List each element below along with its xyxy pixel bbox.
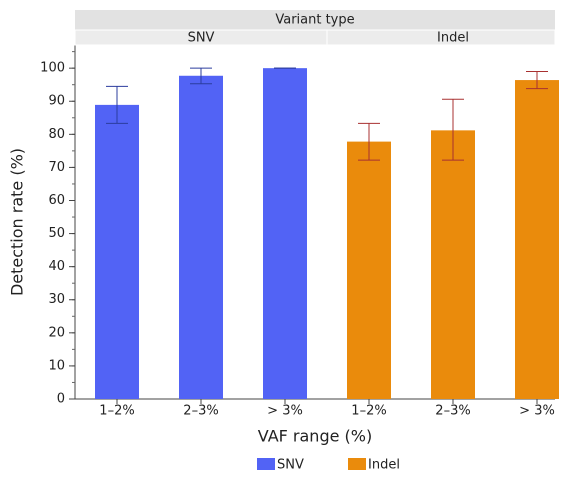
y-tick-label: 90 — [48, 94, 65, 109]
y-tick-label: 50 — [48, 226, 65, 241]
group-label: SNV — [188, 31, 215, 46]
y-axis-title: Detection rate (%) — [8, 148, 27, 296]
bar — [347, 141, 391, 400]
legend-swatch — [348, 458, 366, 470]
y-tick-label: 100 — [40, 61, 65, 76]
x-tick-label: 1–2% — [99, 404, 134, 419]
x-tick-label: > 3% — [267, 404, 303, 419]
y-tick-label: 20 — [48, 325, 65, 340]
x-tick-label: 2–3% — [183, 404, 218, 419]
x-tick-label: 1–2% — [351, 404, 386, 419]
strip-header — [75, 10, 555, 30]
x-tick-label: 2–3% — [435, 404, 470, 419]
bar — [431, 130, 475, 400]
bar — [515, 80, 559, 400]
y-tick-label: 70 — [48, 160, 65, 175]
y-tick-label: 0 — [57, 392, 65, 407]
strip-title: Variant type — [275, 13, 354, 28]
strip-group — [326, 29, 556, 46]
group-label: Indel — [437, 31, 469, 46]
bar — [263, 68, 307, 400]
y-tick-label: 80 — [48, 127, 65, 142]
legend-label: Indel — [368, 458, 400, 473]
x-axis-title: VAF range (%) — [258, 427, 372, 446]
bar — [95, 104, 139, 400]
legend-swatch — [257, 458, 275, 470]
y-tick-label: 30 — [48, 292, 65, 307]
bar — [179, 75, 223, 400]
y-tick-label: 60 — [48, 193, 65, 208]
legend-label: SNV — [277, 458, 304, 473]
x-tick-label: > 3% — [519, 404, 555, 419]
y-tick-label: 10 — [48, 358, 65, 373]
y-tick-label: 40 — [48, 259, 65, 274]
